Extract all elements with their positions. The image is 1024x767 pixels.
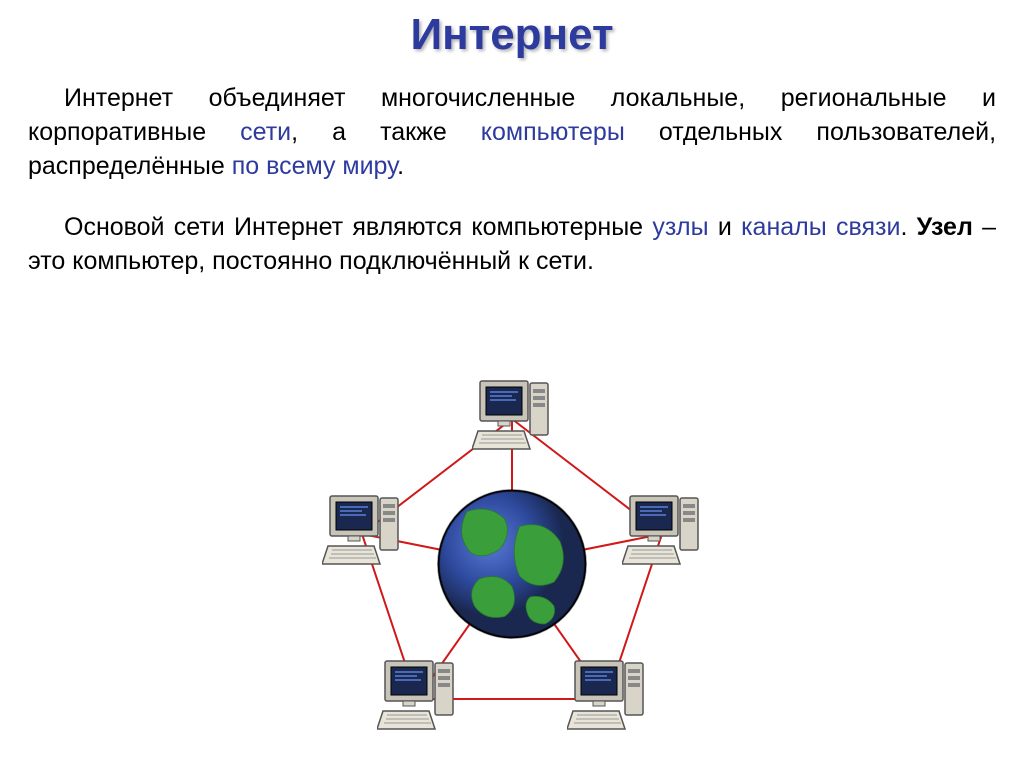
p1-t2: , а также [291,118,481,146]
p1-hl3: по всему миру [232,152,397,180]
computer-node-bleft [377,659,457,737]
computer-node-bright [567,659,647,737]
p2-hl2: каналы связи [741,213,900,241]
title-text: Интернет [410,10,613,59]
paragraph-2: Основой сети Интернет являются компьютер… [0,211,1024,279]
computer-node-right [622,494,702,572]
p2-hl1: узлы [652,213,708,241]
p2-t2: и [709,213,741,241]
paragraph-1: Интернет объединяет многочисленные локал… [0,82,1024,183]
p2-t3: . [900,213,916,241]
page-title: Интернет [0,0,1024,60]
p2-bold1: Узел [917,213,973,241]
computer-node-top [472,379,552,457]
computer-node-left [322,494,402,572]
diagram-container [0,360,1024,767]
p1-hl2: компьютеры [481,118,625,146]
p2-t1: Основой сети Интернет являются компьютер… [64,213,652,241]
p1-hl1: сети [240,118,291,146]
globe-icon [437,489,587,639]
network-diagram [312,379,712,749]
p1-t4: . [397,152,404,180]
